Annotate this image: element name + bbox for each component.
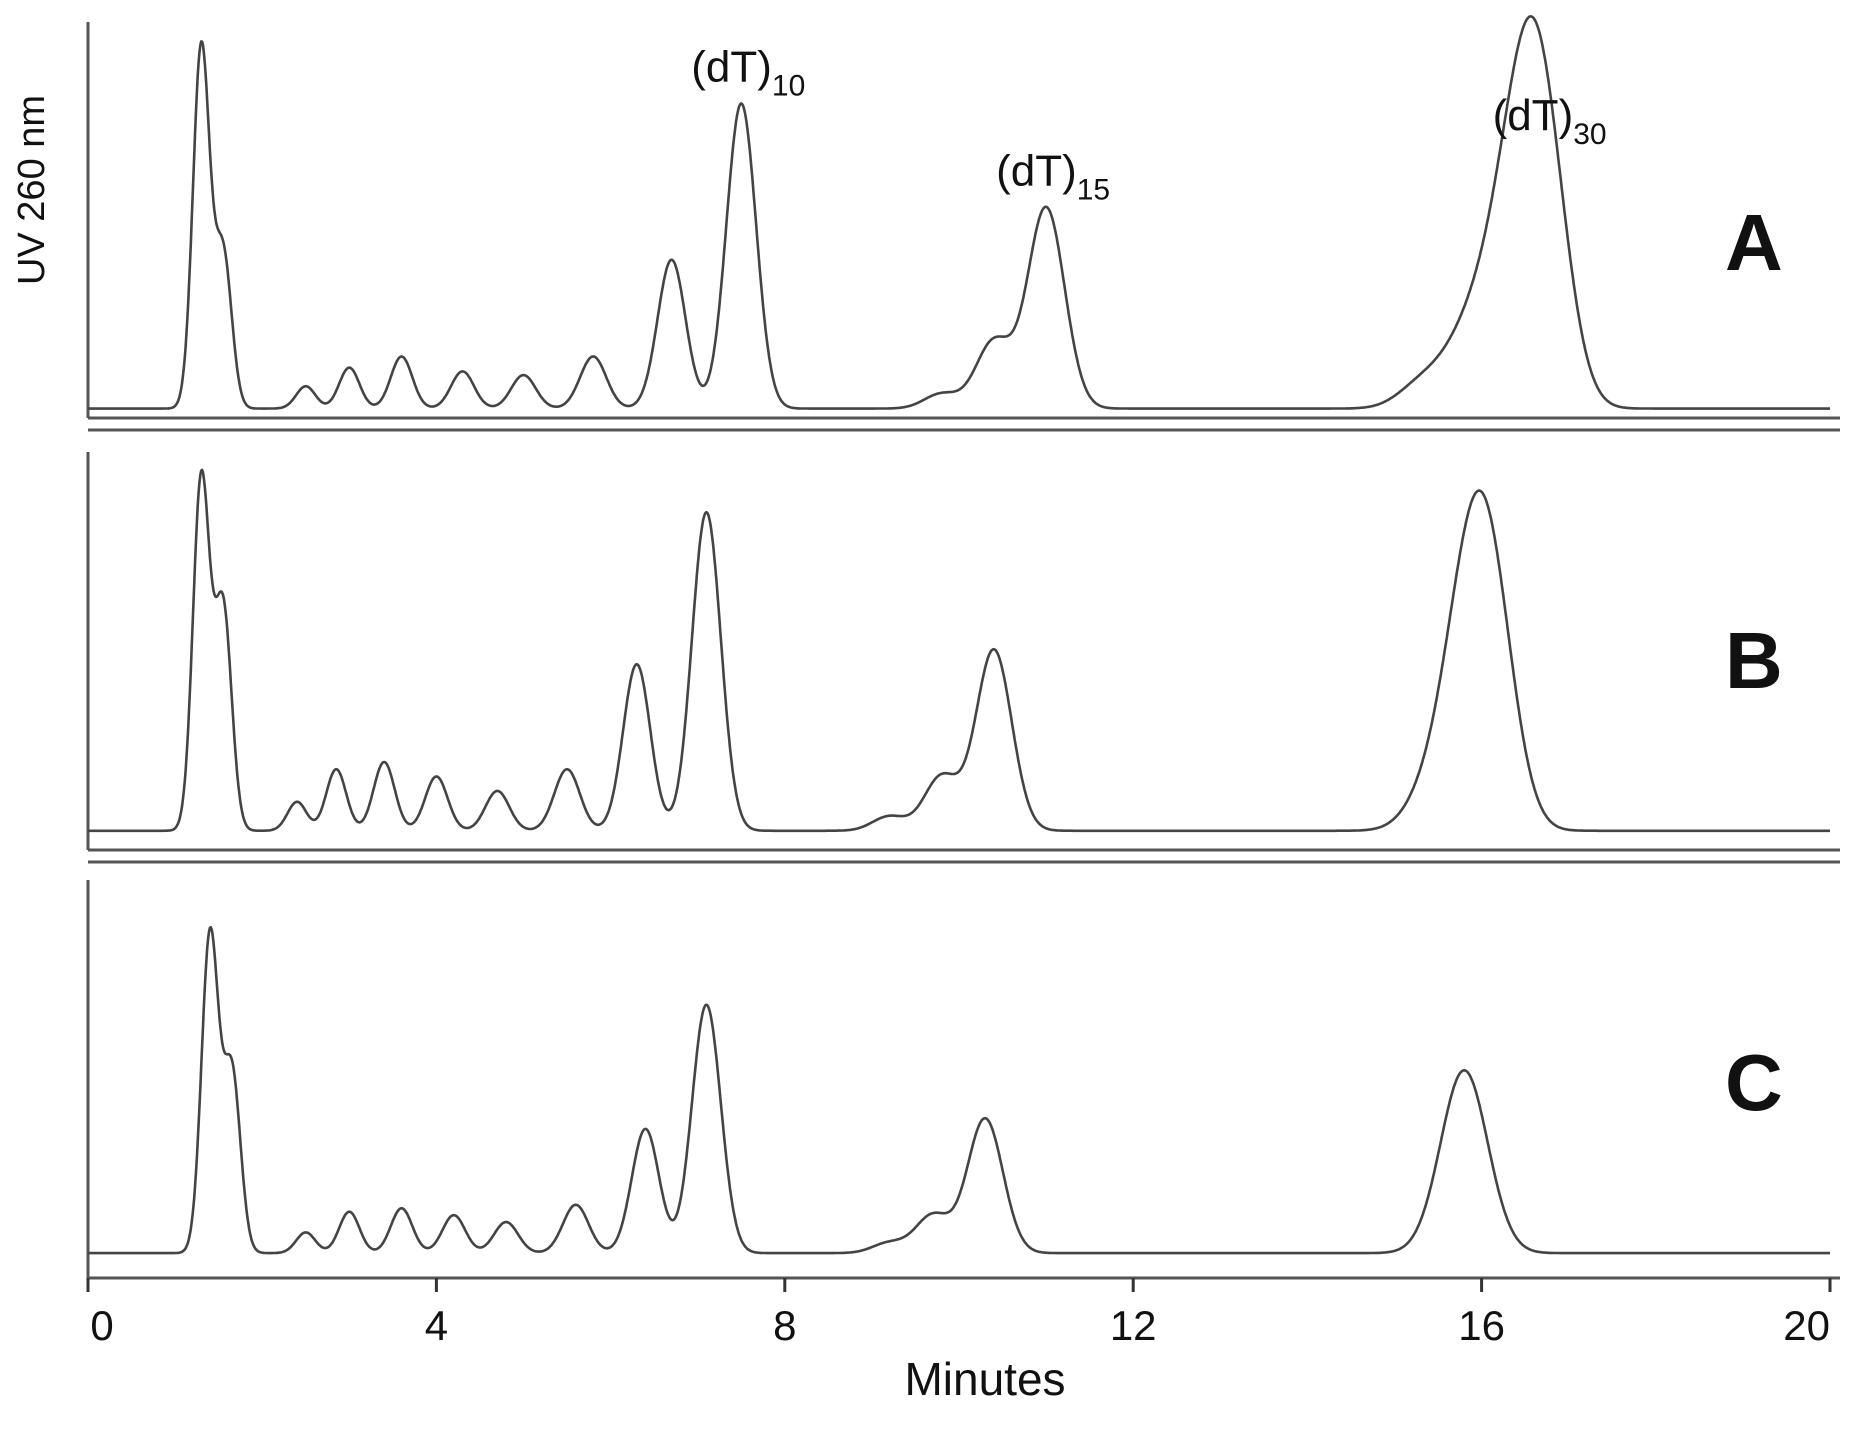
- x-tick-label-20: 20: [1783, 1302, 1830, 1349]
- trace-C: [87, 925, 1831, 1255]
- panel-frames: [86, 22, 1840, 1280]
- x-axis-label: Minutes: [904, 1353, 1065, 1405]
- trace-A: [87, 15, 1831, 410]
- peak-label-dT30: (dT)30: [1493, 91, 1607, 151]
- panel-labels: A (dT)10 (dT)15 (dT)30 B C: [691, 43, 1783, 1127]
- x-tick-label-12: 12: [1110, 1302, 1157, 1349]
- x-tick-label-16: 16: [1458, 1302, 1505, 1349]
- x-tick-label-0: 0: [90, 1302, 113, 1349]
- panel-label-A: A: [1725, 198, 1783, 287]
- panel-label-B: B: [1725, 616, 1783, 705]
- peak-label-dT15: (dT)15: [996, 147, 1110, 207]
- x-axis: 0 4 8 12 16 20: [86, 1278, 1832, 1349]
- traces: [87, 15, 1831, 1255]
- x-tick-label-4: 4: [425, 1302, 448, 1349]
- trace-B: [87, 468, 1831, 833]
- y-axis-label: UV 260 nm: [11, 95, 53, 285]
- x-tick-label-8: 8: [773, 1302, 796, 1349]
- peak-label-dT10: (dT)10: [691, 43, 805, 103]
- panel-label-C: C: [1725, 1038, 1783, 1127]
